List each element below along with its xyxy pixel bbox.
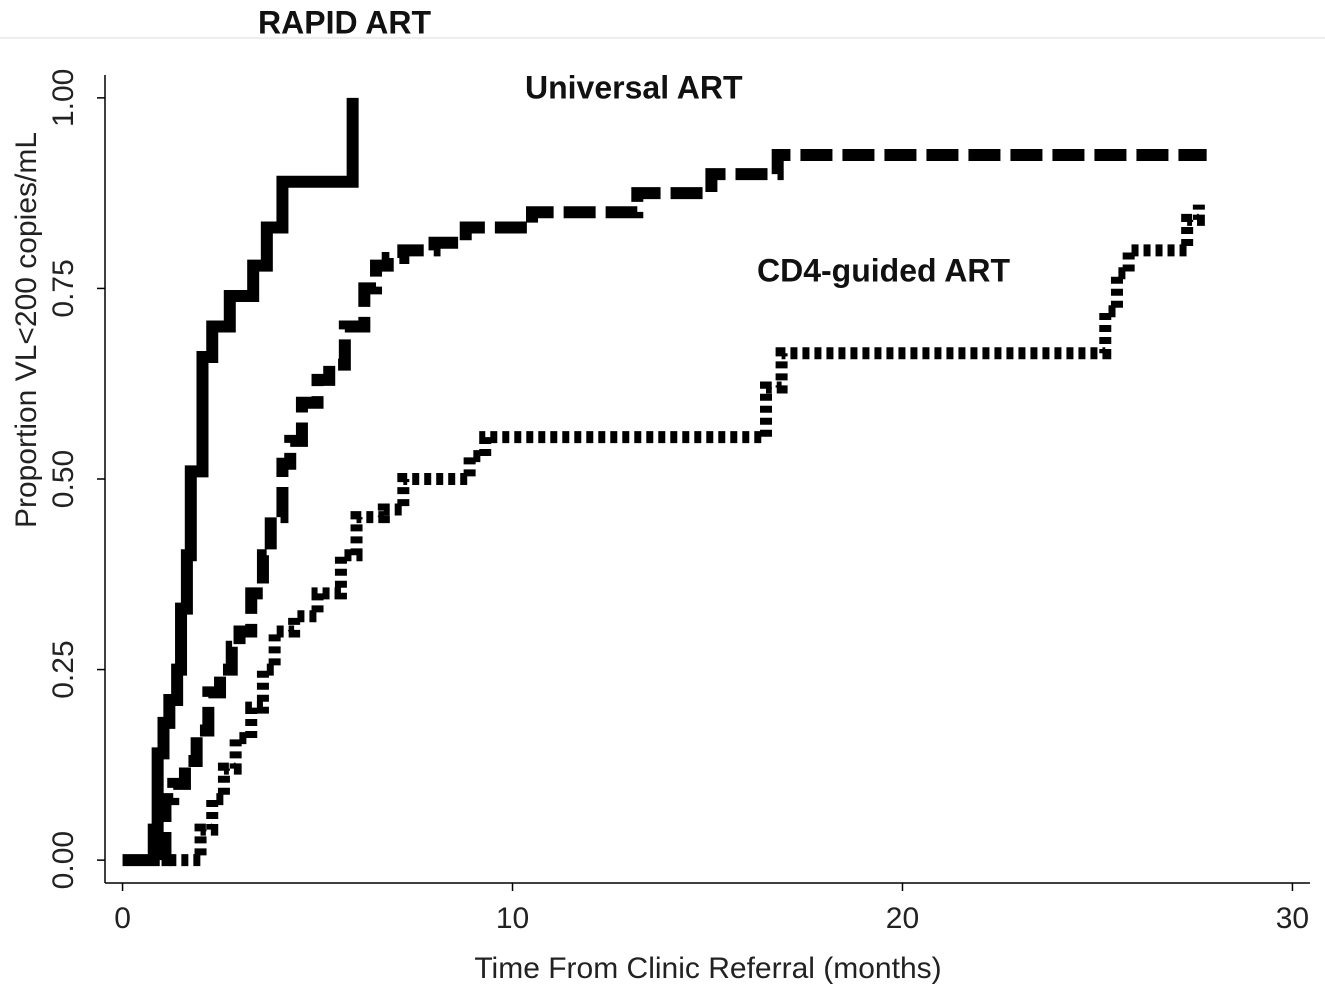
x-tick-label: 0: [114, 902, 131, 935]
x-tick-label: 10: [496, 902, 529, 935]
y-tick-label: 0.75: [47, 259, 80, 317]
y-axis-label: Proportion VL<200 copies/mL: [10, 132, 43, 528]
x-tick-label: 20: [886, 902, 919, 935]
series-label: Universal ART: [525, 69, 743, 105]
series-label: RAPID ART: [258, 4, 431, 40]
x-axis-label: Time From Clinic Referral (months): [474, 952, 941, 985]
km-curve: [159, 149, 1207, 867]
y-tick-label: 0.25: [47, 640, 80, 698]
y-tick-label: 0.50: [47, 450, 80, 508]
x-tick-label: 30: [1276, 902, 1309, 935]
y-tick-label: 1.00: [47, 69, 80, 127]
y-tick-label: 0.00: [47, 831, 80, 889]
series-label: CD4-guided ART: [757, 252, 1010, 288]
km-curve: [169, 204, 1205, 867]
km-curve: [122, 97, 359, 867]
